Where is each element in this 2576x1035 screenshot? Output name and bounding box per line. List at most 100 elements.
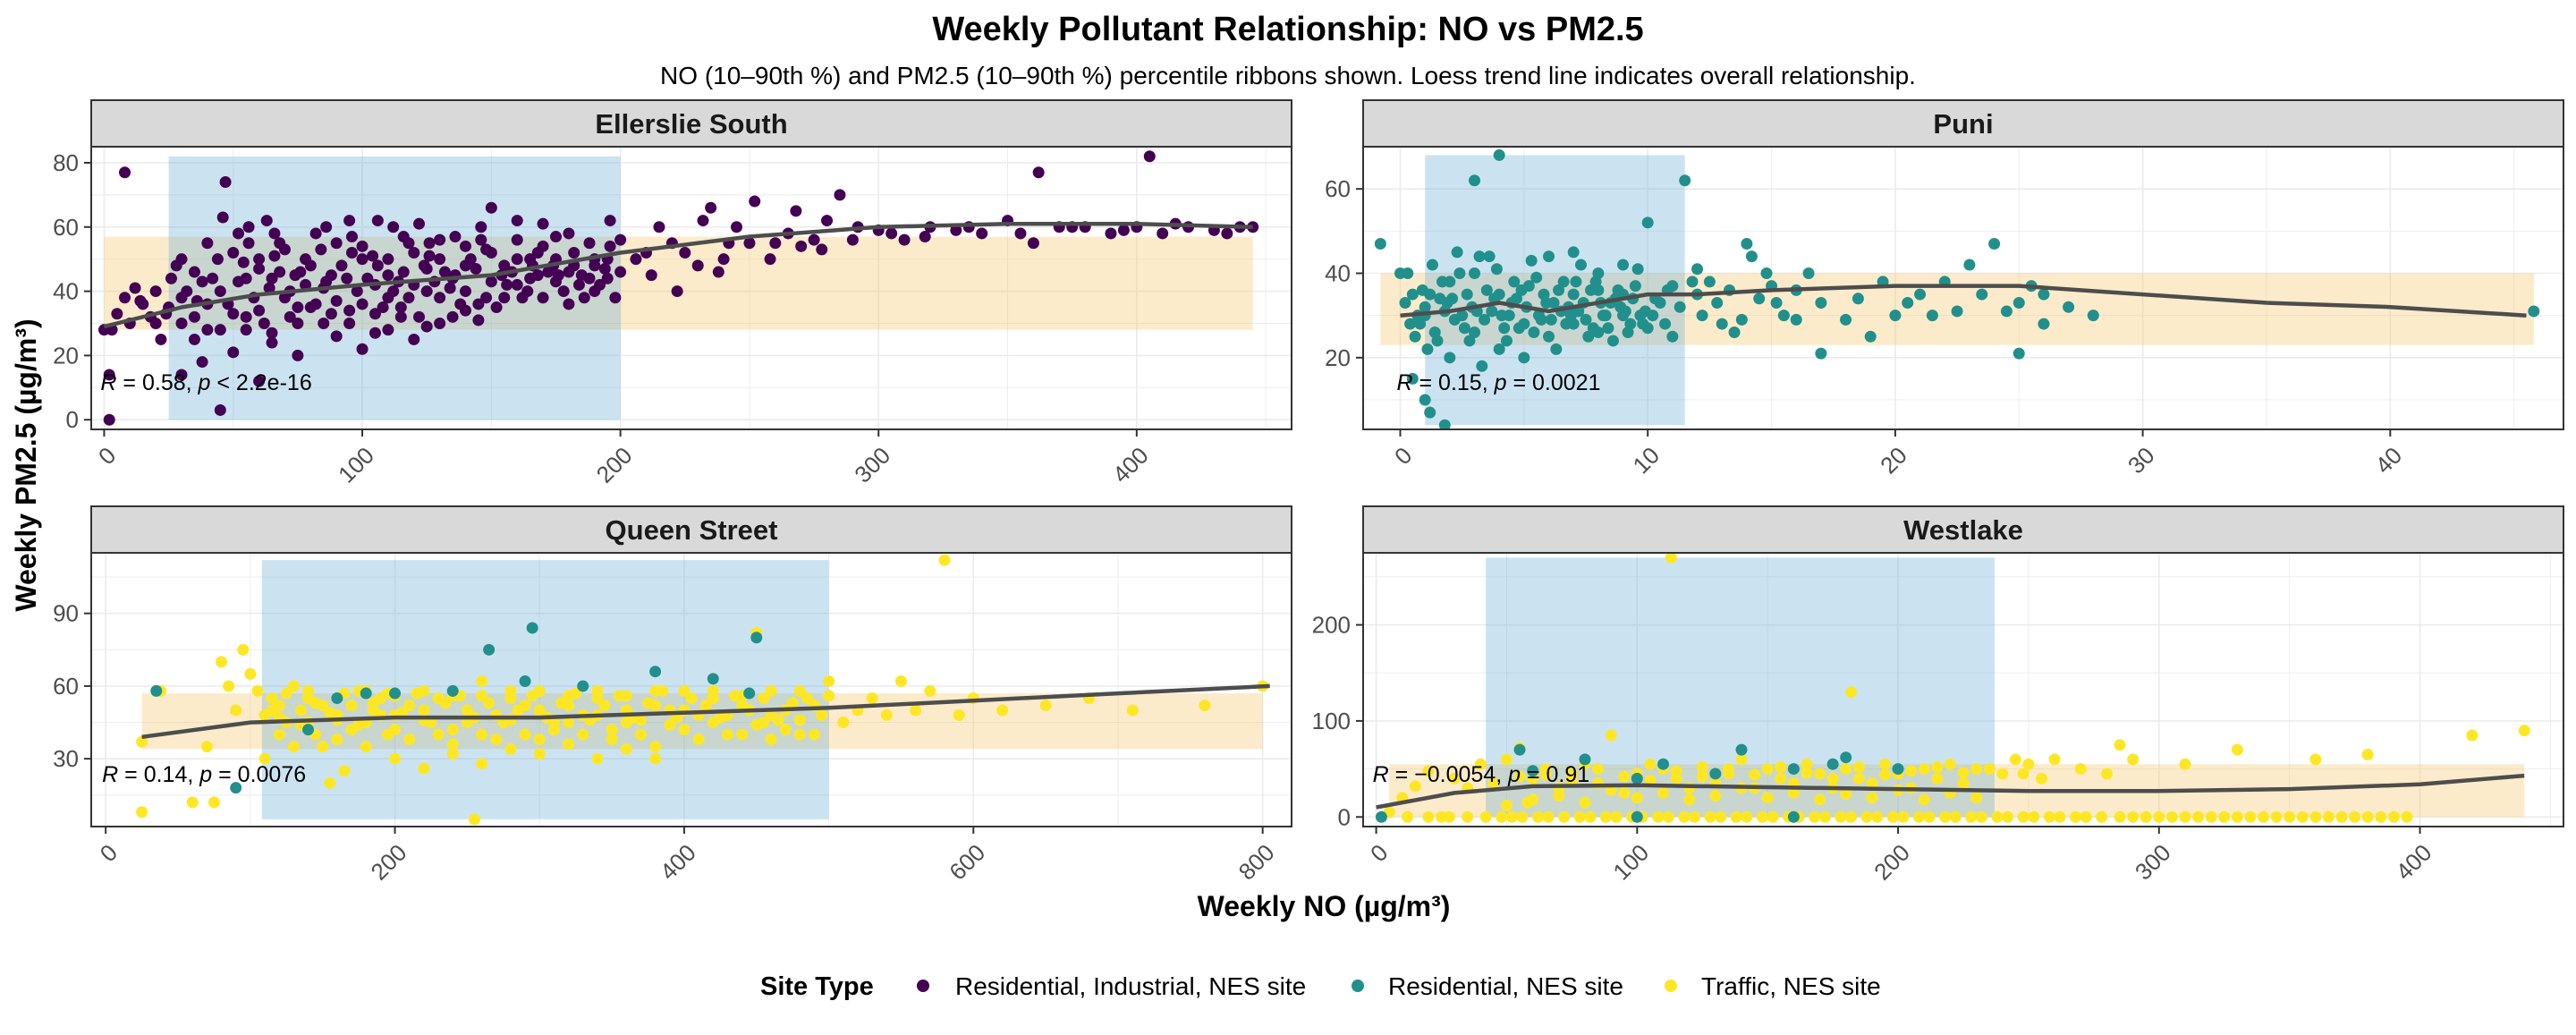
data-point <box>1889 310 1902 322</box>
data-point <box>678 684 691 697</box>
data-point <box>547 724 560 736</box>
data-point <box>1610 810 1623 823</box>
data-point <box>1787 810 1800 823</box>
data-point <box>1535 313 1547 326</box>
facet-strip <box>90 99 1292 148</box>
facet-title: Westlake <box>1903 514 2023 546</box>
data-point <box>1760 267 1773 279</box>
data-point <box>563 266 575 278</box>
data-point <box>823 675 835 688</box>
data-point <box>1618 770 1631 783</box>
data-point <box>2270 810 2283 823</box>
data-point <box>880 708 893 721</box>
data-point <box>200 741 213 753</box>
data-point <box>1722 763 1734 776</box>
data-point <box>309 298 322 310</box>
x-tick-label: 200 <box>591 442 638 488</box>
data-point <box>1446 293 1459 305</box>
data-point <box>1866 777 1878 790</box>
data-point <box>604 240 616 252</box>
data-point <box>284 310 296 323</box>
data-point <box>356 240 369 252</box>
data-point <box>2361 748 2374 760</box>
data-point <box>418 704 430 717</box>
y-tick-label: 60 <box>1325 175 1351 202</box>
data-point <box>1696 760 1708 773</box>
data-point <box>341 272 353 284</box>
data-point <box>1547 297 1560 310</box>
data-point <box>1709 790 1722 802</box>
data-point <box>717 253 730 266</box>
data-point <box>649 752 662 765</box>
data-point <box>1443 810 1455 823</box>
data-point <box>537 240 549 252</box>
data-point <box>2017 768 2029 780</box>
x-tick-label: 30 <box>2123 442 2160 479</box>
data-point <box>356 298 369 310</box>
x-tick-label: 200 <box>366 839 412 886</box>
data-point <box>1691 263 1704 276</box>
data-point <box>707 673 719 685</box>
data-point <box>292 318 304 329</box>
data-point <box>1404 318 1417 330</box>
data-point <box>1741 810 1753 823</box>
data-point <box>343 215 356 227</box>
data-point <box>1538 288 1550 301</box>
data-point <box>598 262 611 275</box>
data-point <box>511 253 523 266</box>
data-point <box>1422 765 1435 777</box>
data-point <box>343 304 356 317</box>
data-point <box>230 782 242 794</box>
x-tick-label: 400 <box>2391 839 2437 886</box>
data-point <box>1199 700 1211 712</box>
data-point <box>454 298 467 310</box>
data-point <box>278 243 291 256</box>
data-point <box>1931 760 1944 773</box>
data-point <box>1487 777 1500 790</box>
pm25-percentile-ribbon <box>104 236 1253 330</box>
data-point <box>583 237 596 250</box>
data-point <box>1912 810 1925 823</box>
data-point <box>175 369 188 381</box>
data-point <box>1840 787 1852 800</box>
data-point <box>461 704 473 717</box>
data-point <box>1612 284 1624 296</box>
panel-border <box>90 552 1292 827</box>
data-point <box>1631 772 1643 785</box>
data-point <box>919 231 931 243</box>
data-point <box>1775 760 1787 773</box>
data-point <box>1840 751 1852 764</box>
data-point <box>403 734 416 746</box>
y-tick-label: 100 <box>1312 708 1351 734</box>
data-point <box>216 656 228 668</box>
data-point <box>2349 810 2361 823</box>
data-point <box>1711 297 1724 310</box>
data-point <box>475 221 487 233</box>
data-point <box>1545 313 1557 326</box>
y-axis-label: Weekly PM2.5 (µg/m³) <box>10 318 42 611</box>
data-point <box>361 272 374 284</box>
data-point <box>2361 810 2374 823</box>
data-point <box>2401 810 2413 823</box>
data-point <box>1451 246 1463 259</box>
data-point <box>1696 770 1708 783</box>
data-point <box>360 687 372 700</box>
data-point <box>533 684 546 697</box>
panel-border <box>1362 146 2564 430</box>
data-point <box>1424 406 1436 419</box>
data-point <box>309 227 322 240</box>
data-point <box>1409 330 1421 343</box>
legend-title: Site Type <box>760 972 874 1001</box>
data-point <box>1570 276 1582 288</box>
data-point <box>1775 772 1787 785</box>
data-point <box>1426 259 1438 271</box>
data-point <box>1221 227 1233 240</box>
y-tick-label: 60 <box>53 673 79 700</box>
data-point <box>953 708 965 721</box>
data-point <box>345 700 358 712</box>
data-point <box>476 675 488 688</box>
data-point <box>251 684 264 697</box>
data-point <box>577 680 589 692</box>
data-point <box>649 684 662 697</box>
data-point <box>253 253 266 266</box>
